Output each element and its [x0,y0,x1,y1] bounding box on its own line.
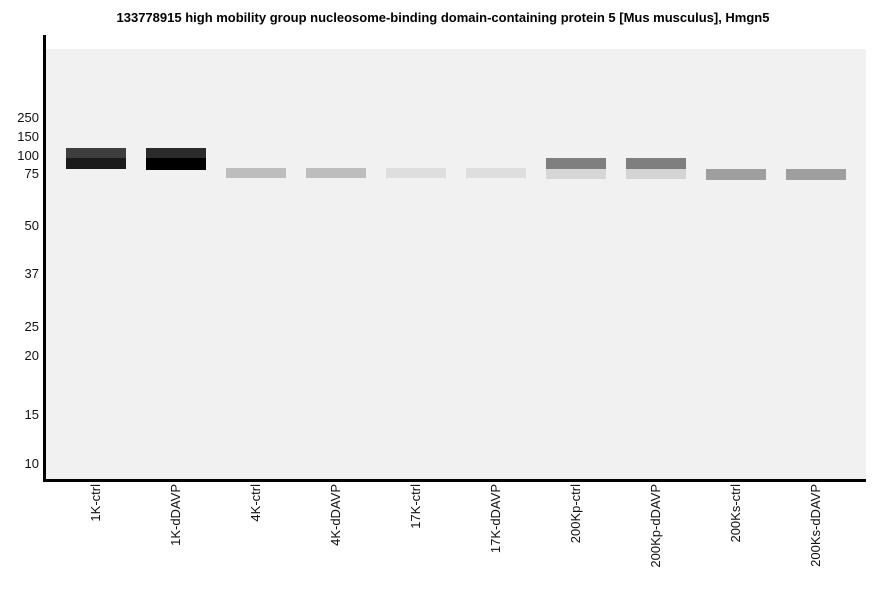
lane-label-200Kp-dDAVP: 200Kp-dDAVP [648,484,663,568]
gel-band-4K-ctrl [226,168,286,178]
y-axis-tick-labels: 250 150 100 75 50 37 25 20 15 10 [0,0,41,595]
y-tick-label-150: 150 [17,129,39,144]
y-tick-label-37: 37 [24,266,39,281]
plot-area [46,49,866,479]
gel-band-200Ks-dDAVP [786,169,846,180]
lane-label-1K-ctrl: 1K-ctrl [88,484,103,522]
gel-band-17K-dDAVP [466,168,526,178]
gel-band-200Kp-dDAVP [626,169,686,179]
y-tick-label-20: 20 [24,348,39,363]
y-tick-label-75: 75 [24,166,39,181]
y-tick-label-100: 100 [17,148,39,163]
lane-label-1K-dDAVP: 1K-dDAVP [168,484,183,546]
chart-title: 133778915 high mobility group nucleosome… [116,10,770,25]
y-axis-line [43,35,46,482]
lane-label-17K-ctrl: 17K-ctrl [408,484,423,529]
y-tick-label-50: 50 [24,218,39,233]
gel-band-17K-ctrl [386,168,446,178]
y-tick-label-10: 10 [24,456,39,471]
lane-label-200Ks-ctrl: 200Ks-ctrl [728,484,743,543]
gel-band-200Kp-ctrl [546,158,606,169]
gel-band-200Kp-ctrl [546,169,606,179]
gel-band-1K-ctrl [66,148,126,158]
lane-label-17K-dDAVP: 17K-dDAVP [488,484,503,554]
lane-label-4K-ctrl: 4K-ctrl [248,484,263,522]
gel-band-1K-dDAVP [146,158,206,170]
y-tick-label-25: 25 [24,319,39,334]
lane-label-200Ks-dDAVP: 200Ks-dDAVP [808,484,823,567]
y-tick-label-250: 250 [17,110,39,125]
lane-label-4K-dDAVP: 4K-dDAVP [328,484,343,546]
gel-band-200Kp-dDAVP [626,158,686,169]
gel-band-200Ks-ctrl [706,169,766,180]
gel-band-1K-dDAVP [146,148,206,158]
y-tick-label-15: 15 [24,407,39,422]
x-axis-line [43,479,866,482]
lane-label-200Kp-ctrl: 200Kp-ctrl [568,484,583,544]
gel-band-1K-ctrl [66,158,126,169]
gel-band-4K-dDAVP [306,168,366,178]
